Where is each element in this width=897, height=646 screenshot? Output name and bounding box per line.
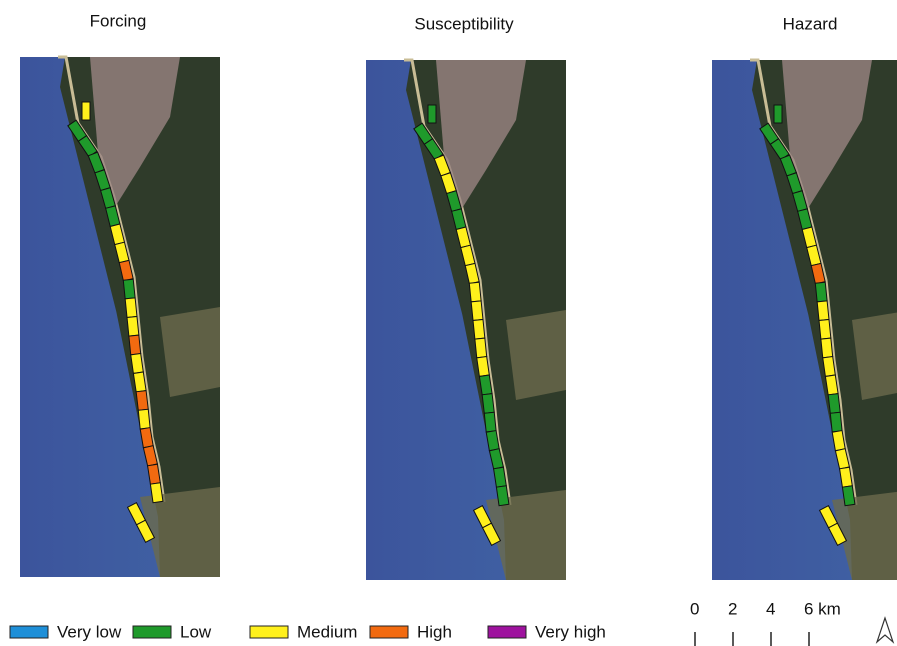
- map-panel: Forcing: [20, 11, 220, 577]
- coast-segment: [842, 486, 855, 506]
- coast-segment: [477, 356, 490, 376]
- coast-segment: [830, 412, 842, 432]
- coast-segment: [125, 298, 137, 318]
- coast-segment: [136, 391, 148, 411]
- legend-label: Low: [180, 622, 212, 641]
- coast-segment: [482, 394, 494, 414]
- legend-label: High: [417, 622, 452, 641]
- legend-label: Very low: [57, 622, 122, 641]
- coast-segment: [815, 282, 827, 302]
- coast-segment: [428, 105, 436, 123]
- legend-label: Very high: [535, 622, 606, 641]
- coast-segment: [828, 394, 840, 414]
- map-panel: Susceptibility: [366, 14, 566, 580]
- coast-segment: [150, 483, 163, 503]
- coast-segment: [133, 372, 146, 392]
- coast-segment: [473, 319, 485, 339]
- scale-label: 0: [690, 599, 699, 618]
- coast-segment: [496, 486, 509, 506]
- coast-segment: [479, 375, 492, 395]
- legend-swatch: [10, 626, 48, 638]
- coast-segment: [825, 375, 838, 395]
- panel-title: Susceptibility: [414, 14, 514, 33]
- legend-swatch: [250, 626, 288, 638]
- coast-segment: [129, 335, 141, 355]
- coast-segment: [471, 301, 483, 321]
- coast-segment: [148, 464, 161, 484]
- north-arrow: [877, 618, 893, 642]
- figure: Forcing Susceptibility Hazard Very low Low M…: [0, 0, 897, 646]
- legend: Very low Low Medium High Very high: [10, 622, 606, 641]
- coast-segment: [774, 105, 782, 123]
- coast-segment: [484, 412, 496, 432]
- scale-bar: 0 2 4 6 km: [690, 599, 841, 646]
- legend-swatch: [133, 626, 171, 638]
- panels: Forcing Susceptibility Hazard: [20, 11, 897, 580]
- coast-segment: [823, 356, 836, 376]
- coast-segment: [840, 467, 853, 487]
- page: {"panels": [ {"title": "Forcing", "segme…: [0, 0, 897, 646]
- panel-title: Hazard: [783, 14, 838, 33]
- coast-segment: [469, 282, 481, 302]
- coast-segment: [127, 316, 139, 336]
- scale-label: 4: [766, 599, 775, 618]
- scale-label: 6 km: [804, 599, 841, 618]
- scale-label: 2: [728, 599, 737, 618]
- coast-segment: [821, 338, 833, 358]
- map-panel: Hazard: [712, 14, 897, 580]
- legend-swatch: [370, 626, 408, 638]
- coast-segment: [817, 301, 829, 321]
- coast-segment: [82, 102, 90, 120]
- coast-segment: [138, 409, 150, 429]
- coast-segment: [494, 467, 507, 487]
- coast-segment: [819, 319, 831, 339]
- legend-label: Medium: [297, 622, 357, 641]
- legend-swatch: [488, 626, 526, 638]
- coast-segment: [131, 353, 144, 373]
- coast-segment: [123, 279, 135, 299]
- panel-title: Forcing: [90, 11, 147, 30]
- coast-segment: [475, 338, 487, 358]
